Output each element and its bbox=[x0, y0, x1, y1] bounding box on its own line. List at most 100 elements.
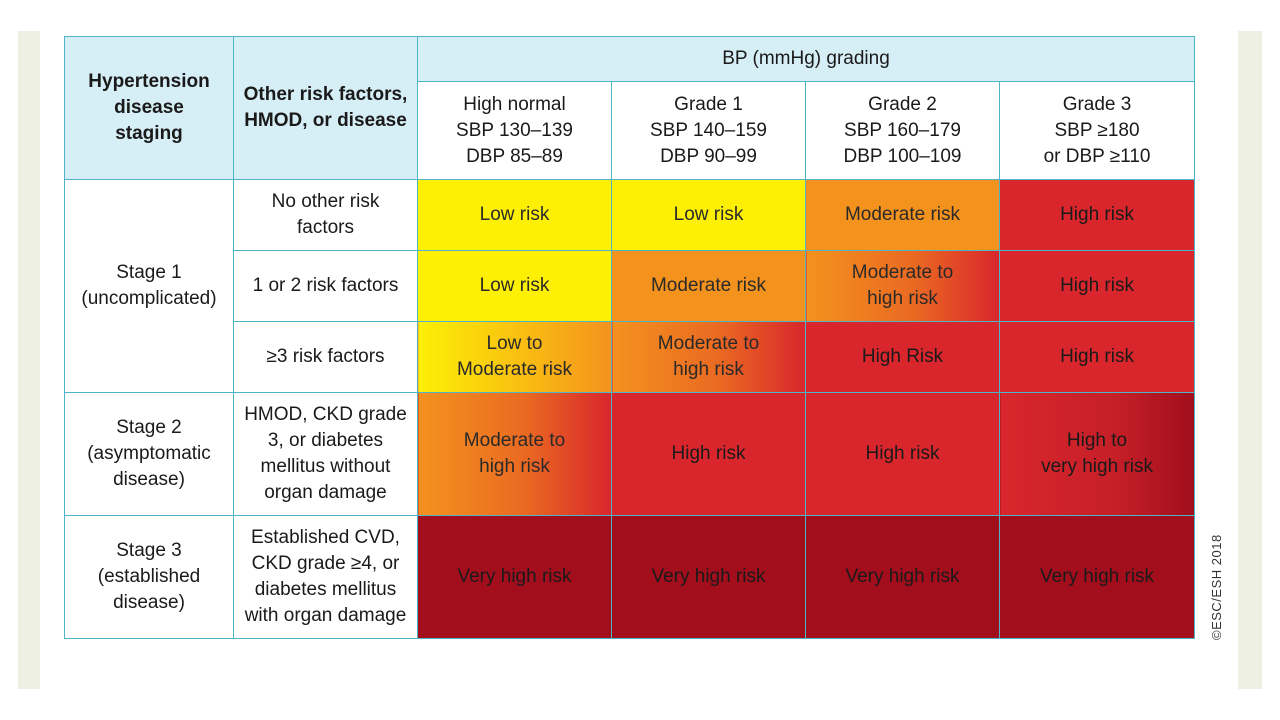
grade-high-normal: High normal SBP 130–139 DBP 85–89 bbox=[417, 81, 612, 180]
grade-line: High normal bbox=[463, 93, 566, 115]
risk-cell: Low risk bbox=[417, 179, 612, 251]
risk-cell-text: Very high risk bbox=[1040, 566, 1155, 587]
grade-line: DBP 100–109 bbox=[843, 145, 962, 167]
stage-line: disease) bbox=[113, 469, 185, 490]
stage-2-label: Stage 2 (asymptomatic disease) bbox=[64, 392, 234, 516]
risk-factor-line: No other risk bbox=[271, 191, 380, 212]
risk-cell-text: Moderate risk bbox=[650, 275, 767, 296]
risk-cell-text: High risk bbox=[1060, 346, 1134, 367]
grade-line: DBP 85–89 bbox=[466, 145, 563, 167]
risk-cell-text: High risk bbox=[865, 443, 940, 464]
stage-3-label: Stage 3 (established disease) bbox=[64, 515, 234, 639]
copyright-notice: ©ESC/ESH 2018 bbox=[1209, 534, 1224, 640]
right-margin-strip bbox=[1238, 31, 1262, 689]
grade-line: Grade 1 bbox=[674, 93, 743, 115]
risk-factor-line: diabetes mellitus bbox=[254, 579, 397, 600]
risk-cell-text: high risk bbox=[479, 456, 550, 477]
risk-cell: High risk bbox=[611, 392, 806, 516]
header-risk-factors: Other risk factors, HMOD, or disease bbox=[233, 36, 418, 180]
risk-factor-label: Established CVD, CKD grade ≥4, or diabet… bbox=[233, 515, 418, 639]
stage-line: (asymptomatic bbox=[87, 443, 211, 464]
risk-cell: High risk bbox=[998, 321, 1196, 393]
risk-cell: Moderate to high risk bbox=[611, 321, 806, 393]
risk-cell-text: High to bbox=[1066, 430, 1128, 451]
risk-cell-text: High risk bbox=[671, 443, 746, 464]
risk-factor-label: HMOD, CKD grade 3, or diabetes mellitus … bbox=[233, 392, 418, 516]
risk-cell: Very high risk bbox=[611, 515, 806, 639]
grade-line: SBP 130–139 bbox=[456, 119, 573, 141]
risk-factor-line: 1 or 2 risk factors bbox=[252, 275, 399, 296]
hypertension-risk-table: Hypertension disease staging Other risk … bbox=[64, 36, 1196, 639]
risk-cell-text: Moderate risk bbox=[456, 359, 573, 380]
stage-line: (established bbox=[97, 566, 201, 587]
risk-cell: Moderate to high risk bbox=[805, 250, 1000, 322]
grade-line: SBP 160–179 bbox=[844, 119, 961, 141]
risk-factor-line: 3, or diabetes bbox=[267, 430, 384, 451]
risk-cell-text: very high risk bbox=[1041, 456, 1153, 477]
risk-cell-text: Low to bbox=[486, 333, 543, 354]
risk-cell: Moderate risk bbox=[805, 179, 1000, 251]
grade-line: Grade 3 bbox=[1062, 93, 1132, 115]
header-risk-factors-line: HMOD, or disease bbox=[244, 110, 407, 131]
header-bp-grading: BP (mmHg) grading bbox=[416, 36, 1196, 82]
stage-line: Stage 2 bbox=[116, 417, 182, 438]
risk-cell-text: Moderate risk bbox=[844, 204, 961, 225]
risk-cell-text: High Risk bbox=[861, 346, 944, 367]
risk-cell: Very high risk bbox=[805, 515, 1000, 639]
risk-cell: High risk bbox=[805, 392, 1000, 516]
risk-cell-text: Moderate to bbox=[463, 430, 566, 451]
header-risk-factors-line: Other risk factors, bbox=[243, 84, 408, 105]
grade-line: SBP ≥180 bbox=[1054, 119, 1140, 141]
stage-line: disease) bbox=[113, 592, 185, 613]
risk-cell: High risk bbox=[998, 179, 1196, 251]
risk-cell-text: Low risk bbox=[479, 275, 550, 296]
risk-factor-line: HMOD, CKD grade bbox=[244, 404, 407, 425]
stage-1-label: Stage 1 (uncomplicated) bbox=[64, 179, 234, 393]
risk-cell: Low risk bbox=[611, 179, 806, 251]
risk-cell: High risk bbox=[998, 250, 1196, 322]
header-staging-line: staging bbox=[115, 123, 183, 144]
risk-cell: High to very high risk bbox=[998, 392, 1196, 516]
risk-factor-label: 1 or 2 risk factors bbox=[233, 250, 418, 322]
grade-3: Grade 3 SBP ≥180 or DBP ≥110 bbox=[998, 81, 1196, 180]
risk-cell: Moderate risk bbox=[611, 250, 806, 322]
risk-cell-text: high risk bbox=[867, 288, 938, 309]
risk-factor-line: factors bbox=[296, 217, 355, 238]
risk-cell: Low to Moderate risk bbox=[417, 321, 612, 393]
risk-factor-line: mellitus without bbox=[260, 456, 391, 477]
grade-1: Grade 1 SBP 140–159 DBP 90–99 bbox=[611, 81, 806, 180]
risk-cell-text: high risk bbox=[673, 359, 744, 380]
grade-line: DBP 90–99 bbox=[660, 145, 757, 167]
risk-cell-text: High risk bbox=[1060, 275, 1134, 296]
risk-cell-text: Very high risk bbox=[457, 566, 572, 587]
header-staging-line: Hypertension bbox=[88, 71, 210, 92]
header-staging: Hypertension disease staging bbox=[64, 36, 234, 180]
risk-cell-text: Low risk bbox=[673, 204, 744, 225]
risk-factor-line: with organ damage bbox=[244, 605, 407, 626]
risk-factor-line: Established CVD, bbox=[251, 527, 400, 548]
stage-line: Stage 1 bbox=[116, 262, 182, 283]
risk-cell-text: Very high risk bbox=[845, 566, 960, 587]
risk-cell: Low risk bbox=[417, 250, 612, 322]
stage-line: (uncomplicated) bbox=[81, 288, 217, 309]
grade-line: Grade 2 bbox=[868, 93, 937, 115]
risk-factor-line: ≥3 risk factors bbox=[266, 346, 385, 367]
risk-factor-label: No other risk factors bbox=[233, 179, 418, 251]
risk-cell: High Risk bbox=[805, 321, 1000, 393]
stage-line: Stage 3 bbox=[116, 540, 182, 561]
risk-cell: Moderate to high risk bbox=[417, 392, 612, 516]
risk-cell: Very high risk bbox=[998, 515, 1196, 639]
grade-line: or DBP ≥110 bbox=[1043, 145, 1151, 167]
risk-factor-line: organ damage bbox=[264, 482, 387, 503]
grade-2: Grade 2 SBP 160–179 DBP 100–109 bbox=[805, 81, 1000, 180]
risk-cell-text: Low risk bbox=[479, 204, 550, 225]
risk-factor-line: CKD grade ≥4, or bbox=[251, 553, 400, 574]
header-staging-line: disease bbox=[114, 97, 184, 118]
grade-line: SBP 140–159 bbox=[650, 119, 767, 141]
risk-cell-text: High risk bbox=[1060, 204, 1134, 225]
risk-cell: Very high risk bbox=[417, 515, 612, 639]
left-margin-strip bbox=[18, 31, 40, 689]
risk-factor-label: ≥3 risk factors bbox=[233, 321, 418, 393]
risk-cell-text: Moderate to bbox=[851, 262, 954, 283]
risk-cell-text: Moderate to bbox=[657, 333, 760, 354]
